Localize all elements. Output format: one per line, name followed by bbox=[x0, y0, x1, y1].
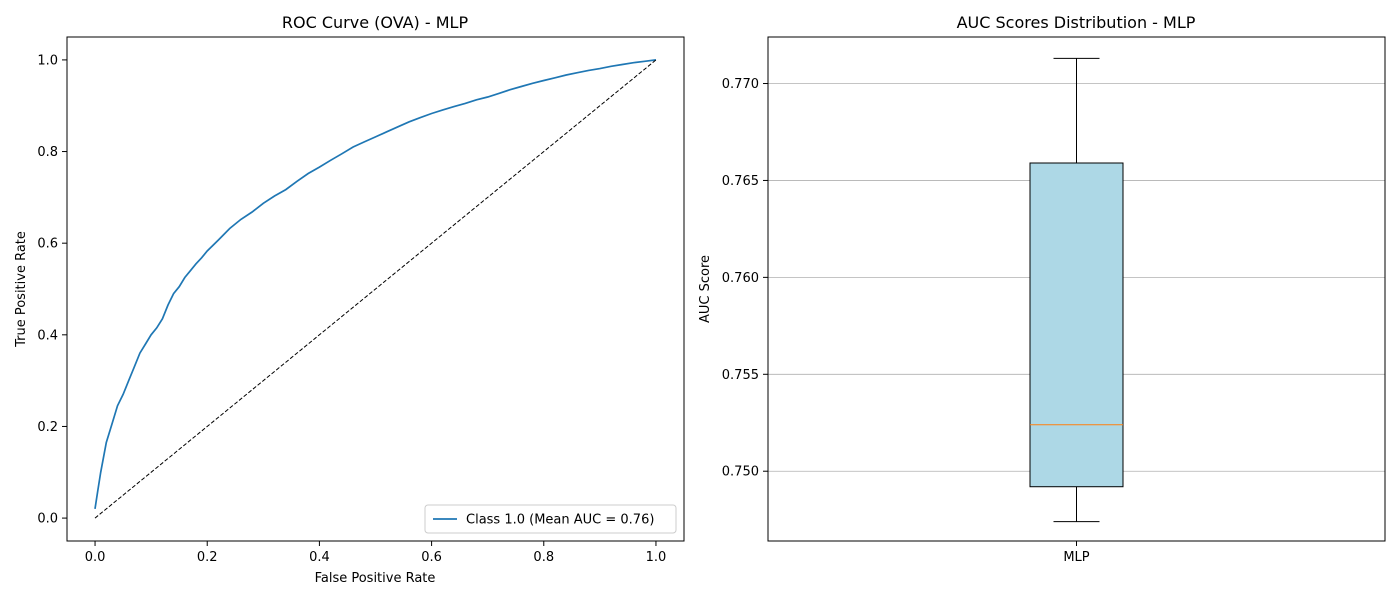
roc-y-tick-label: 0.6 bbox=[37, 237, 58, 252]
roc-series-line bbox=[95, 60, 656, 509]
box-element bbox=[1030, 58, 1123, 521]
box-y-axis-label: AUC Score bbox=[698, 255, 713, 323]
box-y-tick-label: 0.755 bbox=[722, 368, 759, 383]
box-y-tick-label: 0.750 bbox=[722, 465, 759, 480]
roc-x-axis-label: False Positive Rate bbox=[315, 571, 436, 586]
roc-y-tick-label: 0.0 bbox=[37, 512, 58, 527]
roc-title: ROC Curve (OVA) - MLP bbox=[282, 13, 469, 32]
roc-x-tick-label: 0.0 bbox=[85, 550, 106, 565]
box-y-tick-label: 0.765 bbox=[722, 174, 759, 189]
roc-x-tick-label: 0.4 bbox=[309, 550, 330, 565]
box-y-tick-label: 0.770 bbox=[722, 77, 759, 92]
box-chart: AUC Scores Distribution - MLP AUC Score … bbox=[698, 13, 1385, 565]
roc-legend: Class 1.0 (Mean AUC = 0.76) bbox=[425, 505, 676, 533]
roc-legend-label: Class 1.0 (Mean AUC = 0.76) bbox=[466, 513, 654, 528]
roc-y-tick-label: 0.4 bbox=[37, 328, 58, 343]
box-title: AUC Scores Distribution - MLP bbox=[957, 13, 1196, 32]
roc-chart: ROC Curve (OVA) - MLP False Positive Rat… bbox=[14, 13, 684, 586]
roc-x-tick-label: 0.6 bbox=[421, 550, 442, 565]
roc-x-tick-label: 0.2 bbox=[197, 550, 218, 565]
box-y-tick-label: 0.760 bbox=[722, 271, 759, 286]
roc-x-tick-label: 1.0 bbox=[646, 550, 667, 565]
roc-chance-line bbox=[95, 60, 656, 518]
roc-y-tick-label: 1.0 bbox=[37, 53, 58, 68]
roc-y-axis-label: True Positive Rate bbox=[14, 231, 29, 348]
roc-y-tick-label: 0.2 bbox=[37, 420, 58, 435]
box-iqr bbox=[1030, 163, 1123, 487]
roc-x-tick-label: 0.8 bbox=[533, 550, 554, 565]
roc-y-tick-label: 0.8 bbox=[37, 145, 58, 160]
box-x-tick-label: MLP bbox=[1063, 550, 1089, 565]
